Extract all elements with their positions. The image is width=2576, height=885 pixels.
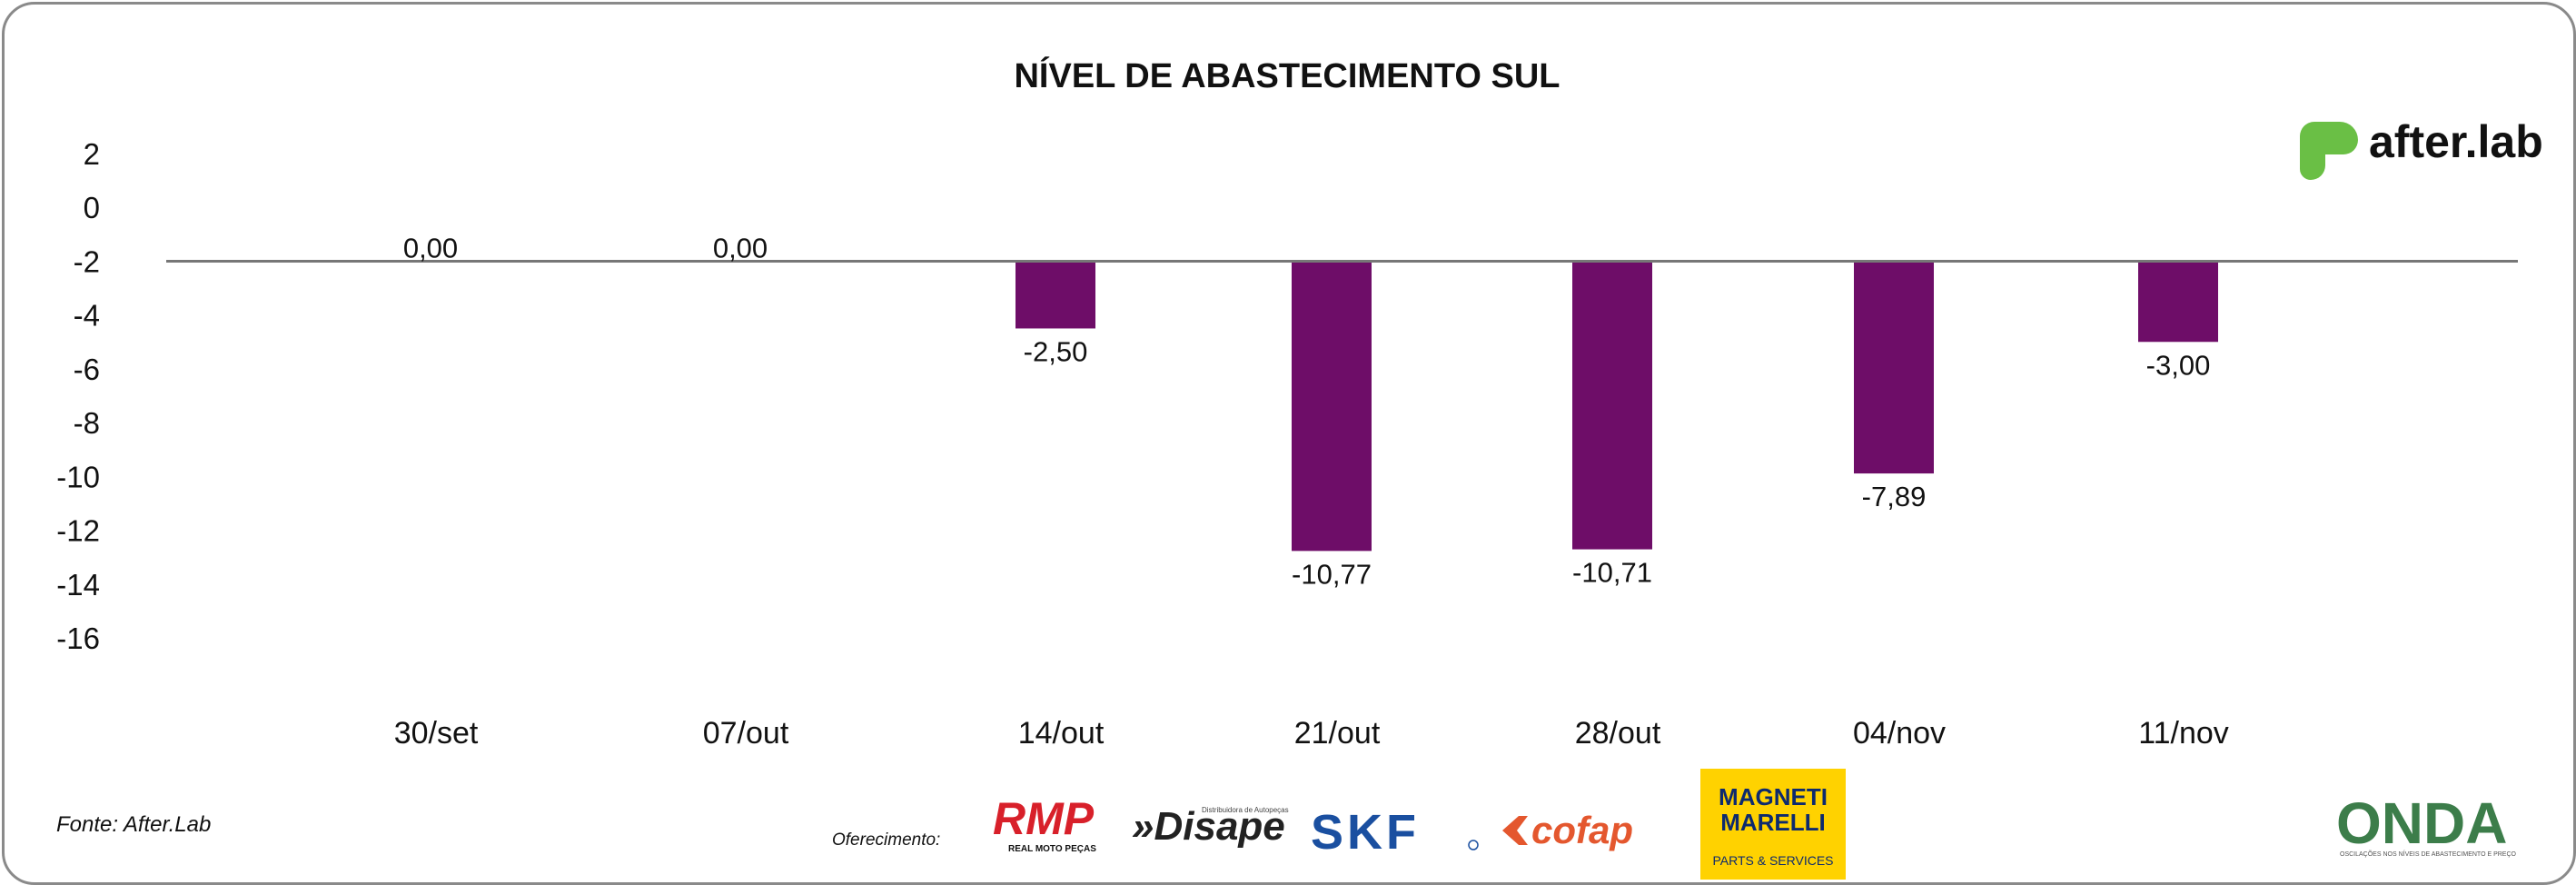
data-label: -3,00 [2146, 349, 2211, 381]
x-tick-label: 07/out [703, 716, 789, 751]
afterlab-logo: after.lab [2300, 116, 2543, 180]
bar [1016, 261, 1095, 329]
bar [1854, 261, 1934, 474]
y-tick-label: -2 [74, 244, 100, 278]
magneti-wordmark-bottom: MARELLI [1720, 809, 1826, 836]
x-tick-label: 30/set [394, 716, 479, 751]
y-tick-label: 0 [84, 191, 100, 224]
data-label: -7,89 [1862, 481, 1927, 512]
bar-series [1016, 261, 2218, 552]
x-tick-label: 21/out [1294, 716, 1381, 751]
magneti-subtitle: PARTS & SERVICES [1712, 853, 1833, 868]
data-label: -10,77 [1292, 558, 1372, 590]
x-tick-label: 04/nov [1853, 716, 1946, 751]
cofap-wordmark: cofap [1531, 809, 1633, 851]
bar [2138, 261, 2218, 343]
y-tick-label: -6 [74, 353, 100, 386]
data-label: 0,00 [403, 232, 458, 264]
data-label: 0,00 [713, 232, 768, 264]
y-tick-label: -4 [74, 299, 100, 333]
cofap-chevron-icon [1502, 816, 1528, 845]
onda-logo: ONDA OSCILAÇÕES NOS NÍVEIS DE ABASTECIME… [2336, 791, 2517, 858]
afterlab-wordmark: after.lab [2369, 116, 2543, 167]
sponsor-label: Oferecimento: [832, 830, 940, 850]
registered-mark-icon [1468, 840, 1479, 850]
y-tick-label: -12 [56, 514, 100, 548]
disape-logo: »Disape Distribuidora de Autopeças [1132, 804, 1289, 849]
y-tick-label: -8 [74, 406, 100, 440]
rmp-logo: RMP REAL MOTO PEÇAS [993, 793, 1096, 854]
rmp-subtitle: REAL MOTO PEÇAS [1008, 844, 1096, 854]
x-tick-label: 11/nov [2138, 716, 2229, 751]
skf-logo: SKF [1311, 805, 1479, 860]
onda-wordmark: ONDA [2336, 791, 2507, 856]
onda-subtitle: OSCILAÇÕES NOS NÍVEIS DE ABASTECIMENTO E… [2340, 850, 2517, 858]
chart-title: NÍVEL DE ABASTECIMENTO SUL [1014, 55, 1560, 95]
data-label: -2,50 [1024, 335, 1088, 367]
y-tick-label: 2 [84, 137, 100, 171]
y-tick-label: -10 [56, 460, 100, 493]
magneti-marelli-logo: MAGNETI MARELLI PARTS & SERVICES [1700, 769, 1846, 880]
data-labels: 0,00 0,00 -2,50 -10,77 -10,71 -7,89 -3,00 [403, 232, 2211, 590]
data-label: -10,71 [1572, 557, 1652, 589]
x-axis: 30/set 07/out 14/out 21/out 28/out 04/nov 11/n… [394, 716, 2229, 751]
bar [1572, 261, 1652, 550]
bar [1292, 261, 1372, 552]
disape-subtitle: Distribuidora de Autopeças [1202, 806, 1289, 814]
y-axis: 2 0 -2 -4 -6 -8 -10 -12 -14 -16 [56, 137, 100, 655]
x-tick-label: 14/out [1018, 716, 1105, 751]
magneti-marelli-badge [1700, 769, 1846, 880]
y-tick-label: -16 [56, 621, 100, 655]
y-tick-label: -14 [56, 568, 100, 602]
x-tick-label: 28/out [1575, 716, 1661, 751]
afterlab-leaf-icon [2300, 122, 2358, 180]
cofap-logo: cofap [1502, 809, 1633, 851]
source-note: Fonte: After.Lab [56, 812, 211, 837]
skf-wordmark: SKF [1311, 805, 1420, 860]
disape-wordmark: »Disape [1132, 804, 1285, 849]
rmp-wordmark: RMP [993, 793, 1095, 844]
magneti-wordmark-top: MAGNETI [1719, 783, 1828, 810]
